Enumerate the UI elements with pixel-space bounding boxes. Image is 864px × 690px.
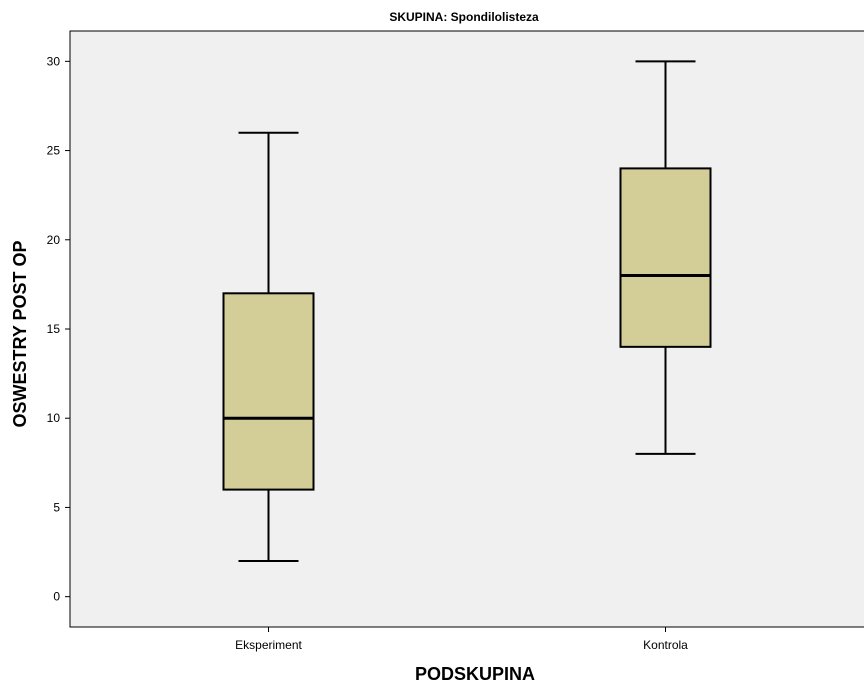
y-tick-label: 15 (47, 322, 61, 336)
boxes-group (222, 60, 712, 562)
x-tick-label: Kontrola (643, 638, 688, 652)
y-tick-label: 5 (53, 500, 60, 514)
y-tick-label: 0 (53, 590, 60, 604)
box-kontrola (619, 60, 712, 455)
iqr-box (222, 292, 315, 491)
x-axis-title: PODSKUPINA (415, 664, 535, 684)
chart-title: SKUPINA: Spondilolisteza (389, 10, 539, 24)
x-axis: Eksperiment Kontrola (235, 627, 688, 652)
y-tick-label: 25 (47, 144, 61, 158)
y-axis-title: OSWESTRY POST OP (10, 240, 30, 427)
y-tick-label: 20 (47, 233, 61, 247)
box-eksperiment (222, 131, 315, 562)
iqr-box (619, 167, 712, 348)
x-tick-label: Eksperiment (235, 638, 302, 652)
y-tick-label: 10 (47, 411, 61, 425)
plot-area (69, 30, 864, 628)
y-axis: 0 5 10 15 20 25 30 (47, 54, 70, 604)
y-tick-label: 30 (47, 54, 61, 68)
